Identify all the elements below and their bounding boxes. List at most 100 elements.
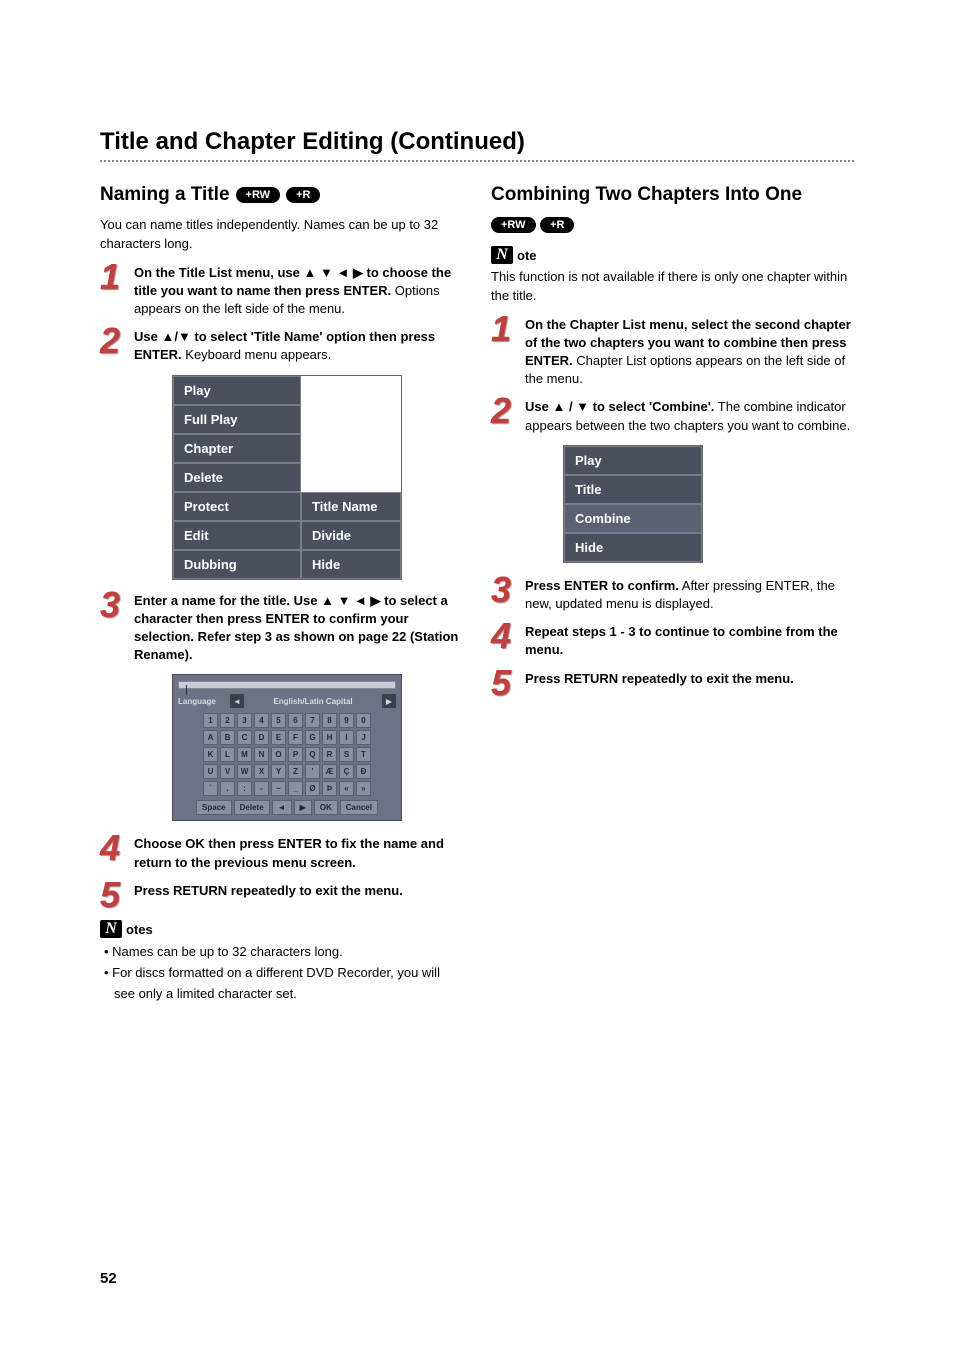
menu-item[interactable]: Edit <box>173 521 301 550</box>
keyboard-button[interactable]: Delete <box>234 800 270 815</box>
menu-item[interactable]: Divide <box>301 521 401 550</box>
menu-item[interactable]: Chapter <box>173 434 301 463</box>
menu-item[interactable]: Play <box>564 446 702 475</box>
note-icon: N <box>491 246 513 264</box>
keyboard-key[interactable]: 9 <box>339 713 354 728</box>
step-number: 1 <box>491 314 517 345</box>
step-bold: Press RETURN repeatedly to exit the menu… <box>134 883 403 898</box>
keyboard-key[interactable]: T <box>356 747 371 762</box>
menu-item[interactable]: Title Name <box>301 492 401 521</box>
title-menu: PlayFull PlayChapterDeleteProtectTitle N… <box>172 375 402 580</box>
keyboard-key[interactable]: : <box>237 781 252 796</box>
menu-item[interactable]: Hide <box>564 533 702 562</box>
menu-item[interactable]: Combine <box>564 504 702 533</box>
step-bold: Use ▲ / ▼ to select 'Combine'. <box>525 399 714 414</box>
menu-item[interactable]: Full Play <box>173 405 301 434</box>
right-step-3: 3 Press ENTER to confirm. After pressing… <box>491 577 854 613</box>
keyboard-key[interactable]: « <box>339 781 354 796</box>
notes-list: Names can be up to 32 characters long.Fo… <box>100 942 463 1004</box>
keyboard-button[interactable]: ◄ <box>272 800 292 815</box>
keyboard-titlebar <box>178 681 396 689</box>
keyboard-key[interactable]: 0 <box>356 713 371 728</box>
keyboard-key[interactable]: Z <box>288 764 303 779</box>
keyboard-key[interactable]: » <box>356 781 371 796</box>
combining-heading: Combining Two Chapters Into One <box>491 184 854 206</box>
keyboard-key[interactable]: V <box>220 764 235 779</box>
left-step-2: 2 Use ▲/▼ to select 'Title Name' option … <box>100 328 463 364</box>
step-plain: Chapter List options appears on the left… <box>525 353 845 386</box>
keyboard-button[interactable]: Space <box>196 800 232 815</box>
left-step-1: 1 On the Title List menu, use ▲ ▼ ◄ ▶ to… <box>100 264 463 319</box>
keyboard-key[interactable]: D <box>254 730 269 745</box>
keyboard-button[interactable]: ▶ <box>294 800 312 815</box>
keyboard-key[interactable]: F <box>288 730 303 745</box>
keyboard-key[interactable]: 3 <box>237 713 252 728</box>
keyboard-key[interactable]: L <box>220 747 235 762</box>
keyboard-key[interactable]: 6 <box>288 713 303 728</box>
naming-heading-text: Naming a Title <box>100 184 230 206</box>
step-plain: Keyboard menu appears. <box>182 347 332 362</box>
note-label: ote <box>517 248 537 263</box>
menu-item[interactable]: Delete <box>173 463 301 492</box>
menu-item[interactable]: Protect <box>173 492 301 521</box>
divider <box>100 160 854 162</box>
keyboard-key[interactable]: 5 <box>271 713 286 728</box>
keyboard-key[interactable]: H <box>322 730 337 745</box>
keyboard-key[interactable]: ~ <box>271 781 286 796</box>
right-step-1: 1 On the Chapter List menu, select the s… <box>491 316 854 389</box>
keyboard-key[interactable]: Æ <box>322 764 337 779</box>
keyboard-key[interactable]: 2 <box>220 713 235 728</box>
keyboard-key[interactable]: Y <box>271 764 286 779</box>
keyboard-key[interactable]: P <box>288 747 303 762</box>
page-title: Title and Chapter Editing (Continued) <box>100 128 854 156</box>
keyboard-key[interactable]: ' <box>305 764 320 779</box>
left-step-4: 4 Choose OK then press ENTER to fix the … <box>100 835 463 871</box>
keyboard-key[interactable]: Q <box>305 747 320 762</box>
keyboard-key[interactable]: C <box>237 730 252 745</box>
keyboard-key[interactable]: 1 <box>203 713 218 728</box>
keyboard-mode: English/Latin Capital <box>248 697 378 706</box>
keyboard-key[interactable]: X <box>254 764 269 779</box>
keyboard-key[interactable]: R <box>322 747 337 762</box>
menu-item[interactable]: Hide <box>301 550 401 579</box>
keyboard-key[interactable]: K <box>203 747 218 762</box>
keyboard-key[interactable]: B <box>220 730 235 745</box>
naming-intro: You can name titles independently. Names… <box>100 216 463 254</box>
keyboard-key[interactable]: - <box>254 781 269 796</box>
keyboard-key[interactable]: U <box>203 764 218 779</box>
badge-rw: +RW <box>491 217 536 233</box>
keyboard-key[interactable]: ` <box>203 781 218 796</box>
keyboard-key[interactable]: N <box>254 747 269 762</box>
keyboard-key[interactable]: W <box>237 764 252 779</box>
keyboard-button[interactable]: OK <box>314 800 338 815</box>
keyboard-key[interactable]: J <box>356 730 371 745</box>
keyboard-key[interactable]: _ <box>288 781 303 796</box>
left-step-5: 5 Press RETURN repeatedly to exit the me… <box>100 882 463 911</box>
keyboard-key[interactable]: Ç <box>339 764 354 779</box>
keyboard-key[interactable]: O <box>271 747 286 762</box>
menu-item[interactable]: Dubbing <box>173 550 301 579</box>
keyboard-key[interactable]: 4 <box>254 713 269 728</box>
menu-item[interactable]: Title <box>564 475 702 504</box>
keyboard-key[interactable]: Ø <box>305 781 320 796</box>
step-number: 5 <box>100 880 126 911</box>
step-bold: Press RETURN repeatedly to exit the menu… <box>525 671 794 686</box>
keyboard-key[interactable]: A <box>203 730 218 745</box>
notes-label: otes <box>126 922 153 937</box>
keyboard-button[interactable]: Cancel <box>340 800 378 815</box>
keyboard-key[interactable]: 7 <box>305 713 320 728</box>
keyboard-key[interactable]: M <box>237 747 252 762</box>
keyboard-key[interactable]: I <box>339 730 354 745</box>
keyboard-key[interactable]: 8 <box>322 713 337 728</box>
keyboard-key[interactable]: . <box>220 781 235 796</box>
keyboard-left-arrow-icon[interactable]: ◄ <box>230 694 244 708</box>
step-bold: Choose OK then press ENTER to fix the na… <box>134 836 444 869</box>
combining-heading-text: Combining Two Chapters Into One <box>491 184 802 206</box>
keyboard-key[interactable]: E <box>271 730 286 745</box>
menu-item[interactable]: Play <box>173 376 301 405</box>
keyboard-key[interactable]: Þ <box>322 781 337 796</box>
keyboard-key[interactable]: Ð <box>356 764 371 779</box>
keyboard-key[interactable]: S <box>339 747 354 762</box>
keyboard-key[interactable]: G <box>305 730 320 745</box>
keyboard-right-arrow-icon[interactable]: ▶ <box>382 694 396 708</box>
